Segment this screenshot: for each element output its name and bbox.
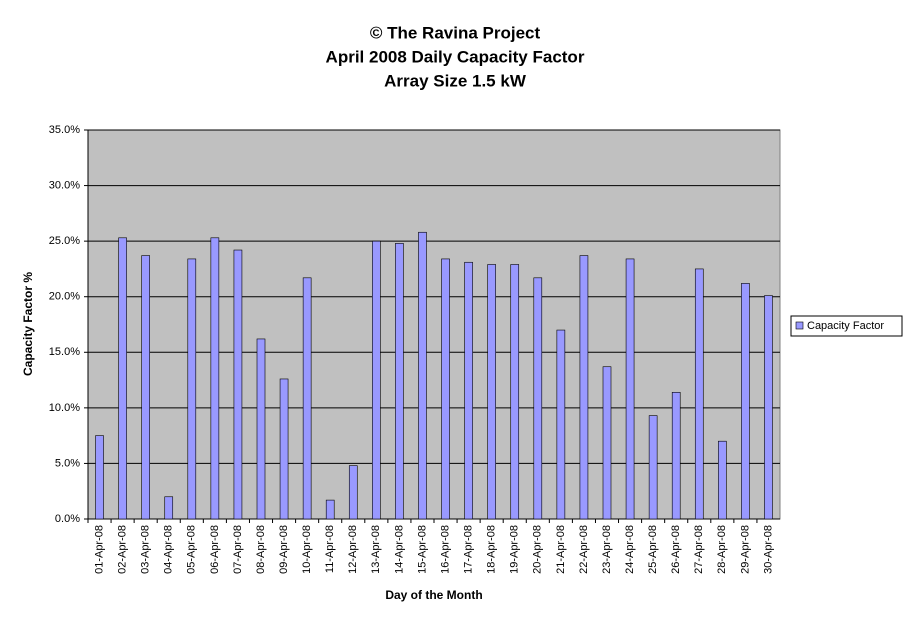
x-tick-label: 12-Apr-08 (347, 525, 359, 574)
bar (187, 258, 197, 520)
x-tick-label: 14-Apr-08 (393, 525, 405, 574)
bar (602, 366, 612, 520)
bar (441, 258, 450, 520)
y-tick-label: 5.0% (55, 457, 80, 469)
x-tick-label: 06-Apr-08 (209, 525, 221, 574)
y-tick-label: 10.0% (49, 402, 80, 414)
bar (302, 277, 312, 520)
x-tick-label: 19-Apr-08 (509, 525, 521, 574)
x-tick-label: 16-Apr-08 (439, 525, 451, 574)
x-tick-label: 05-Apr-08 (186, 525, 198, 574)
bar (579, 255, 589, 520)
y-tick-label: 35.0% (49, 124, 80, 136)
y-tick-label: 15.0% (49, 346, 80, 358)
chart-title: © The Ravina Project (370, 23, 541, 42)
bar (348, 465, 358, 520)
x-tick-label: 20-Apr-08 (532, 525, 544, 574)
bar (210, 237, 220, 520)
bar (464, 261, 473, 520)
x-tick-label: 08-Apr-08 (255, 525, 267, 574)
x-tick-label: 04-Apr-08 (163, 525, 175, 574)
bar (395, 243, 404, 520)
bar (487, 264, 496, 520)
x-tick-label: 03-Apr-08 (140, 525, 152, 574)
y-tick-label: 0.0% (55, 513, 80, 525)
x-tick-label: 24-Apr-08 (624, 525, 636, 574)
bar (671, 391, 681, 520)
bar (694, 268, 704, 520)
x-tick-label: 18-Apr-08 (486, 525, 498, 574)
bar (233, 249, 243, 520)
x-tick-label: 09-Apr-08 (278, 525, 290, 574)
bar (141, 255, 150, 520)
x-tick-label: 17-Apr-08 (463, 525, 475, 574)
bar (764, 295, 773, 520)
x-tick-label: 01-Apr-08 (93, 525, 105, 574)
bar (741, 283, 750, 520)
legend-box (790, 315, 903, 337)
x-tick-label: 27-Apr-08 (693, 525, 705, 574)
bar (279, 378, 289, 520)
bar (164, 496, 174, 520)
legend-label: Capacity Factor (807, 320, 884, 332)
legend-swatch (795, 321, 804, 330)
y-tick-label: 25.0% (49, 235, 80, 247)
bar (325, 499, 335, 520)
bar (510, 264, 520, 520)
plot-area (87, 129, 781, 520)
x-tick-label: 26-Apr-08 (670, 525, 682, 574)
x-tick-label: 23-Apr-08 (601, 525, 613, 574)
bar (372, 240, 381, 520)
x-tick-label: 30-Apr-08 (762, 525, 774, 574)
bar (533, 277, 543, 520)
bar (648, 415, 658, 520)
bar (256, 338, 266, 520)
x-tick-label: 22-Apr-08 (578, 525, 590, 574)
bar (118, 237, 127, 520)
chart-title: Array Size 1.5 kW (384, 71, 527, 90)
x-tick-label: 13-Apr-08 (370, 525, 382, 574)
x-axis-title: Day of the Month (385, 588, 482, 602)
x-tick-label: 11-Apr-08 (324, 525, 336, 573)
x-tick-label: 02-Apr-08 (117, 525, 129, 574)
y-tick-label: 20.0% (49, 291, 80, 303)
y-tick-label: 30.0% (49, 179, 80, 191)
bar (718, 440, 727, 520)
bar (95, 435, 104, 520)
x-tick-label: 15-Apr-08 (416, 525, 428, 574)
x-tick-label: 25-Apr-08 (647, 525, 659, 574)
bar (418, 231, 427, 520)
bar (556, 329, 566, 520)
chart-title: April 2008 Daily Capacity Factor (326, 47, 585, 66)
y-axis-title: Capacity Factor % (21, 272, 35, 376)
x-tick-label: 10-Apr-08 (301, 525, 313, 574)
x-tick-label: 28-Apr-08 (716, 525, 728, 574)
x-tick-label: 21-Apr-08 (555, 525, 567, 574)
bar (625, 258, 635, 520)
x-tick-label: 07-Apr-08 (232, 525, 244, 574)
x-tick-label: 29-Apr-08 (739, 525, 751, 574)
